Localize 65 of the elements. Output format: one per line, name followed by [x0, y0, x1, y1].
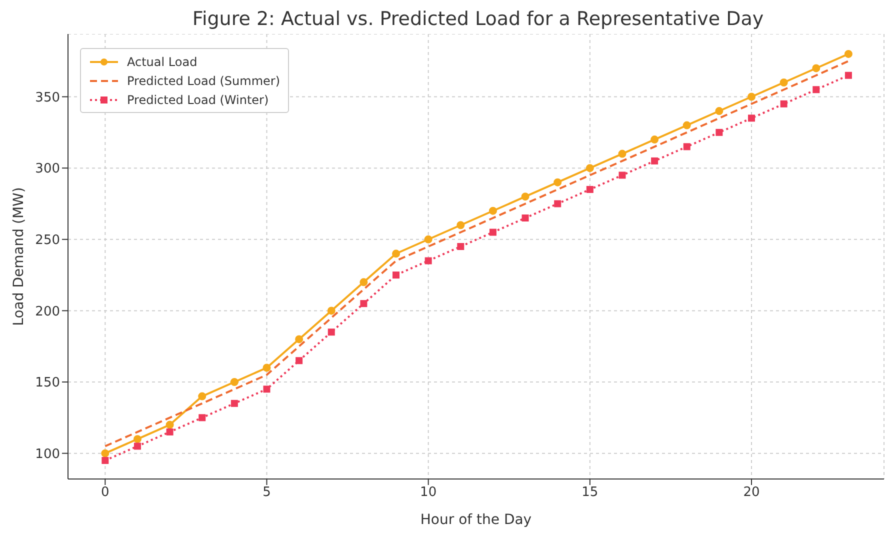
- point: [489, 228, 496, 236]
- point: [844, 50, 852, 58]
- point: [683, 143, 690, 150]
- point: [101, 449, 110, 458]
- point: [327, 306, 336, 315]
- point: [424, 235, 432, 244]
- x-tick-label: 20: [743, 485, 760, 500]
- point: [457, 243, 464, 250]
- point: [586, 164, 594, 172]
- point: [586, 186, 594, 193]
- point: [262, 364, 271, 372]
- point: [296, 357, 303, 364]
- point: [392, 272, 400, 279]
- point: [521, 192, 530, 201]
- point: [682, 121, 691, 130]
- point: [133, 435, 142, 444]
- y-axis-title: Load Demand (MW): [10, 187, 27, 326]
- point: [102, 456, 109, 464]
- point: [554, 200, 562, 208]
- point: [263, 386, 270, 393]
- point: [392, 250, 400, 258]
- point: [554, 178, 562, 186]
- point: [812, 64, 820, 72]
- point: [522, 214, 529, 222]
- x-tick-label: 0: [101, 485, 110, 500]
- point: [166, 420, 174, 429]
- point: [198, 392, 206, 400]
- x-axis-title: Hour of the Day: [420, 512, 532, 528]
- point: [328, 328, 335, 336]
- point: [650, 136, 659, 144]
- point: [230, 400, 238, 407]
- point: [780, 78, 788, 86]
- chart-title: Figure 2: Actual vs. Predicted Load for a Representative Day: [191, 8, 765, 32]
- point: [780, 100, 788, 108]
- legend-label: Predicted Load (Summer): [127, 74, 280, 88]
- y-tick-label: 350: [35, 90, 60, 106]
- y-tick-label: 200: [35, 304, 60, 320]
- legend-label: Actual Load: [127, 54, 198, 68]
- point: [618, 172, 626, 179]
- point: [812, 86, 820, 94]
- legend-label: Predicted Load (Winter): [127, 92, 269, 106]
- point: [295, 335, 304, 344]
- point: [198, 414, 206, 422]
- x-tick-label: 5: [262, 485, 271, 500]
- point: [360, 300, 368, 308]
- x-tick-label: 10: [420, 485, 437, 500]
- point: [748, 92, 756, 101]
- point: [844, 72, 852, 79]
- point: [618, 150, 626, 158]
- y-tick-label: 300: [35, 162, 60, 177]
- point: [230, 378, 238, 386]
- point: [134, 442, 141, 450]
- point: [360, 278, 368, 286]
- point: [166, 428, 174, 436]
- point: [715, 107, 724, 116]
- y-tick-label: 250: [35, 233, 60, 248]
- x-tick-label: 15: [582, 485, 598, 500]
- y-tick-label: 150: [35, 376, 60, 391]
- point: [456, 221, 465, 230]
- point: [748, 114, 755, 122]
- point: [716, 128, 723, 136]
- point: [488, 206, 497, 215]
- y-tick-label: 100: [35, 446, 60, 462]
- point: [424, 257, 432, 264]
- point: [651, 157, 658, 164]
